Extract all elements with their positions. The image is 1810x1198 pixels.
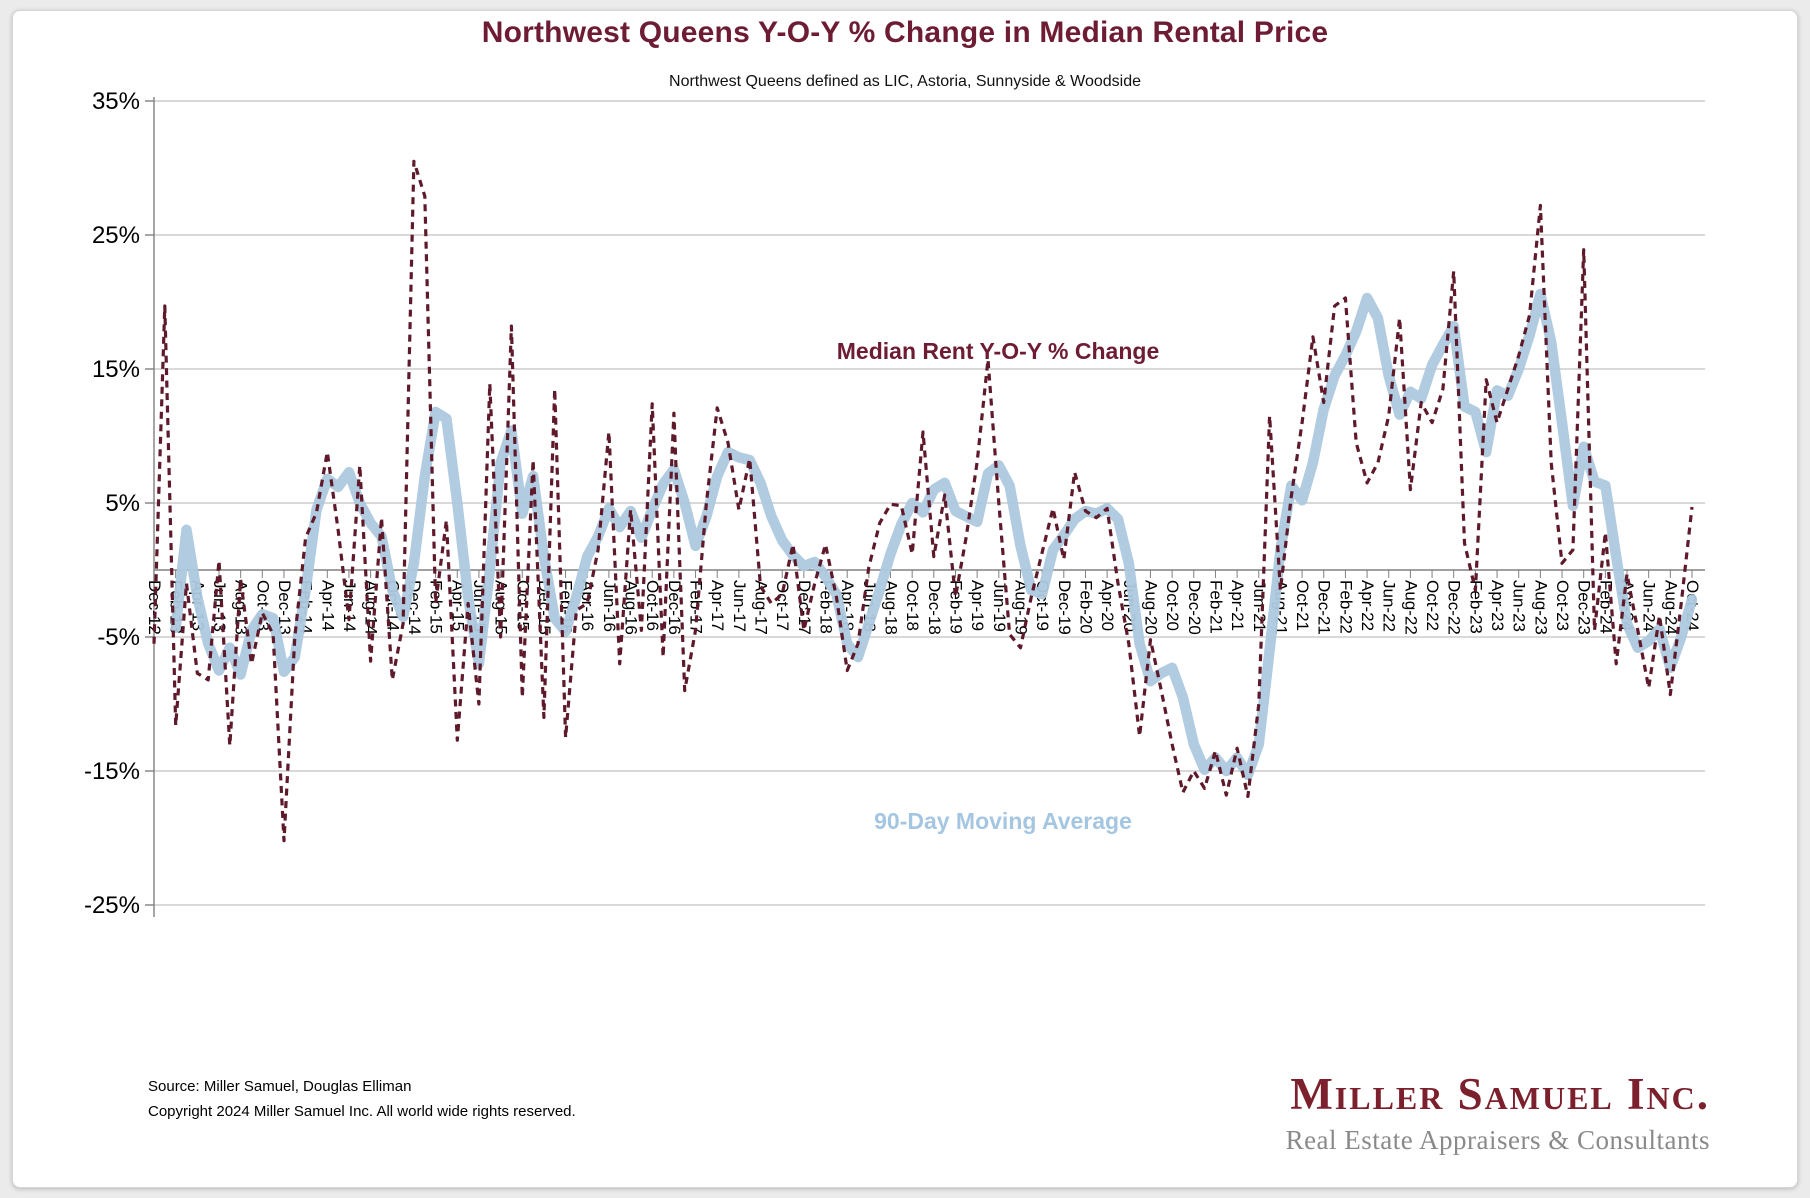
x-tick-label: Aug-16 <box>622 580 641 635</box>
x-tick-label: Dec-18 <box>925 580 944 635</box>
x-tick-label: Apr-21 <box>1228 580 1247 631</box>
x-tick-label: Dec-20 <box>1185 580 1204 635</box>
chart-title: Northwest Queens Y-O-Y % Change in Media… <box>481 16 1329 49</box>
y-tick-label: -25% <box>84 892 140 919</box>
x-tick-label: Dec-23 <box>1575 580 1594 635</box>
x-tick-label: Oct-16 <box>643 580 662 631</box>
x-tick-label: Jun-24 <box>1640 580 1659 632</box>
y-axis-labels: 35% 25% 15% 5% -5% -15% -25% <box>84 88 140 919</box>
chart-subtitle: Northwest Queens defined as LIC, Astoria… <box>669 73 1141 90</box>
axes <box>145 97 1705 917</box>
x-tick-label: Aug-18 <box>882 580 901 635</box>
x-tick-label: Apr-17 <box>708 580 727 631</box>
x-tick-label: Feb-22 <box>1336 580 1355 634</box>
y-tick-label: 15% <box>92 356 140 383</box>
x-tick-label: Dec-13 <box>275 580 294 635</box>
x-tick-label: Aug-14 <box>362 580 381 635</box>
x-tick-label: Oct-17 <box>773 580 792 631</box>
x-tick-label: Aug-17 <box>752 580 771 635</box>
x-tick-label: Oct-22 <box>1423 580 1442 631</box>
logo-tagline: Real Estate Appraisers & Consultants <box>1285 1125 1710 1155</box>
source-note: Source: Miller Samuel, Douglas Elliman <box>148 1078 412 1095</box>
x-tick-label: Feb-20 <box>1076 580 1095 634</box>
x-tick-label: Apr-22 <box>1358 580 1377 631</box>
y-tick-label: 25% <box>92 222 140 249</box>
x-tick-label: Aug-23 <box>1531 580 1550 635</box>
x-tick-label: Apr-20 <box>1098 580 1117 631</box>
y-tick-label: -5% <box>97 624 140 651</box>
x-axis-labels: Dec-12 Feb-13 Apr-13 Jun-13 Aug-13 Oct-13 Dec-… <box>145 580 1702 635</box>
median-rent-line <box>152 159 1694 843</box>
x-tick-label: Jun-21 <box>1250 580 1269 632</box>
moving-average-line <box>170 288 1698 781</box>
x-tick-label: Dec-12 <box>145 580 164 635</box>
x-tick-label: Jun-16 <box>600 580 619 632</box>
x-tick-label: Aug-20 <box>1141 580 1160 635</box>
x-tick-label: Oct-21 <box>1293 580 1312 631</box>
y-tick-label: -15% <box>84 758 140 785</box>
x-tick-label: Jun-23 <box>1510 580 1529 632</box>
x-tick-label: Jun-19 <box>990 580 1009 632</box>
x-tick-label: Jun-17 <box>730 580 749 632</box>
x-tick-label: Feb-19 <box>946 580 965 634</box>
x-tick-label: Aug-22 <box>1401 580 1420 635</box>
x-tick-label: Apr-14 <box>318 580 337 631</box>
y-tick-label: 35% <box>92 88 140 115</box>
x-tick-label: Dec-16 <box>665 580 684 635</box>
x-tick-label: Feb-21 <box>1206 580 1225 634</box>
x-tick-label: Aug-15 <box>492 580 511 635</box>
chart-card <box>12 10 1798 1188</box>
x-tick-label: Feb-24 <box>1596 580 1615 634</box>
x-tick-label: Dec-17 <box>795 580 814 635</box>
x-tick-label: Apr-23 <box>1488 580 1507 631</box>
x-tick-label: Feb-15 <box>427 580 446 634</box>
x-tick-label: Oct-18 <box>903 580 922 631</box>
x-tick-label: Dec-22 <box>1445 580 1464 635</box>
x-tick-label: Dec-19 <box>1055 580 1074 635</box>
x-tick-label: Aug-24 <box>1661 580 1680 635</box>
miller-samuel-logo: Miller Samuel Inc. <box>1290 1069 1710 1119</box>
x-tick-label: Jun-22 <box>1380 580 1399 632</box>
median-rent-series-label: Median Rent Y-O-Y % Change <box>836 338 1160 364</box>
x-tick-label: Oct-20 <box>1163 580 1182 631</box>
x-tick-label: Apr-16 <box>578 580 597 631</box>
series <box>152 159 1698 843</box>
x-tick-label: Oct-23 <box>1553 580 1572 631</box>
x-tick-label: Dec-21 <box>1315 580 1334 635</box>
copyright-note: Copyright 2024 Miller Samuel Inc. All wo… <box>148 1103 576 1120</box>
moving-average-series-label: 90-Day Moving Average <box>874 808 1132 834</box>
x-tick-label: Oct-15 <box>513 580 532 631</box>
x-tick-label: Feb-23 <box>1466 580 1485 634</box>
y-tick-label: 5% <box>105 490 140 517</box>
x-tick-label: Apr-19 <box>968 580 987 631</box>
